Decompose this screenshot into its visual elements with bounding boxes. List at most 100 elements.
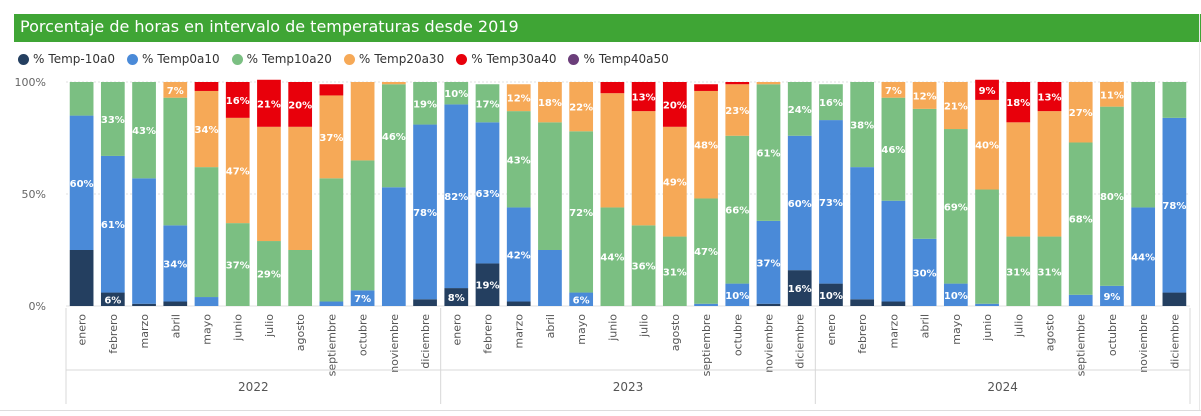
bar-segment[interactable]	[444, 288, 469, 306]
bar-segment[interactable]	[506, 84, 531, 112]
bar-segment[interactable]	[600, 82, 625, 94]
bar-segment[interactable]	[194, 82, 219, 91]
bar-segment[interactable]	[975, 189, 999, 304]
bar-segment[interactable]	[819, 283, 843, 306]
bar-segment[interactable]	[1100, 82, 1124, 107]
bar-segment[interactable]	[943, 129, 968, 284]
bar-segment[interactable]	[569, 82, 594, 132]
bar-segment[interactable]	[662, 126, 687, 237]
bar-segment[interactable]	[1037, 111, 1062, 237]
bar-segment[interactable]	[1131, 82, 1156, 208]
bar-segment[interactable]	[725, 82, 750, 85]
bar-segment[interactable]	[1068, 142, 1093, 295]
bar-segment[interactable]	[319, 301, 344, 306]
bar-segment[interactable]	[163, 82, 188, 98]
bar-segment[interactable]	[1100, 285, 1124, 306]
bar-segment[interactable]	[194, 297, 219, 306]
bar-segment[interactable]	[538, 82, 562, 123]
bar-segment[interactable]	[943, 82, 968, 130]
bar-segment[interactable]	[850, 299, 875, 306]
bar-segment[interactable]	[350, 160, 375, 291]
bar-segment[interactable]	[319, 84, 344, 96]
bar-segment[interactable]	[662, 236, 687, 306]
bar-segment[interactable]	[756, 220, 781, 304]
bar-segment[interactable]	[569, 131, 594, 293]
bar-segment[interactable]	[257, 126, 281, 242]
bar-segment[interactable]	[694, 84, 718, 91]
bar-segment[interactable]	[194, 90, 219, 168]
bar-segment[interactable]	[975, 79, 999, 100]
bar-segment[interactable]	[413, 124, 437, 300]
bar-segment[interactable]	[600, 207, 625, 306]
bar-segment[interactable]	[631, 82, 656, 112]
bar-segment[interactable]	[1162, 82, 1187, 118]
bar-segment[interactable]	[163, 301, 188, 306]
bar-segment[interactable]	[881, 82, 906, 98]
bar-segment[interactable]	[444, 82, 469, 105]
bar-segment[interactable]	[975, 99, 999, 190]
bar-segment[interactable]	[350, 290, 375, 306]
bar-segment[interactable]	[413, 299, 437, 306]
bar-segment[interactable]	[1006, 122, 1031, 237]
legend-item-temp40a50[interactable]: % Temp40a50	[568, 52, 669, 66]
bar-segment[interactable]	[819, 84, 843, 121]
bar-segment[interactable]	[69, 115, 94, 250]
legend-item-temp30a40[interactable]: % Temp30a40	[456, 52, 556, 66]
bar-segment[interactable]	[943, 283, 968, 306]
bar-segment[interactable]	[881, 97, 906, 201]
bar-segment[interactable]	[1037, 82, 1062, 112]
bar-segment[interactable]	[1100, 106, 1124, 286]
bar-segment[interactable]	[1068, 294, 1093, 306]
bar-segment[interactable]	[100, 155, 125, 293]
bar-segment[interactable]	[163, 97, 188, 226]
bar-segment[interactable]	[132, 303, 156, 306]
bar-segment[interactable]	[475, 263, 500, 306]
bar-segment[interactable]	[725, 283, 750, 306]
bar-segment[interactable]	[381, 84, 406, 188]
bar-segment[interactable]	[69, 82, 94, 116]
bar-segment[interactable]	[225, 117, 250, 224]
bar-segment[interactable]	[1037, 236, 1062, 306]
bar-segment[interactable]	[100, 292, 125, 306]
bar-segment[interactable]	[881, 301, 906, 306]
bar-segment[interactable]	[538, 250, 562, 306]
bar-segment[interactable]	[694, 198, 718, 304]
bar-segment[interactable]	[257, 79, 281, 127]
bar-segment[interactable]	[350, 82, 375, 161]
bar-segment[interactable]	[444, 104, 469, 289]
bar-segment[interactable]	[694, 303, 718, 306]
bar-segment[interactable]	[1006, 236, 1031, 306]
bar-segment[interactable]	[850, 167, 875, 300]
bar-segment[interactable]	[288, 250, 313, 306]
bar-segment[interactable]	[787, 82, 812, 136]
bar-segment[interactable]	[850, 82, 875, 168]
bar-segment[interactable]	[381, 82, 406, 85]
bar-segment[interactable]	[381, 187, 406, 306]
bar-segment[interactable]	[787, 270, 812, 306]
bar-segment[interactable]	[600, 93, 625, 208]
bar-segment[interactable]	[819, 120, 843, 284]
bar-segment[interactable]	[662, 82, 687, 127]
bar-segment[interactable]	[225, 223, 250, 306]
bar-segment[interactable]	[912, 82, 937, 109]
bar-segment[interactable]	[756, 82, 781, 85]
bar-segment[interactable]	[319, 95, 344, 179]
bar-segment[interactable]	[756, 303, 781, 306]
bar-segment[interactable]	[100, 82, 125, 156]
legend-item-temp-10a0[interactable]: % Temp-10a0	[18, 52, 115, 66]
bar-segment[interactable]	[506, 301, 531, 306]
bar-segment[interactable]	[1131, 207, 1156, 306]
bar-segment[interactable]	[475, 122, 500, 264]
bar-segment[interactable]	[288, 82, 313, 127]
bar-segment[interactable]	[538, 122, 562, 250]
legend-item-temp0a10[interactable]: % Temp0a10	[126, 52, 220, 66]
legend-item-temp10a20[interactable]: % Temp10a20	[231, 52, 332, 66]
bar-segment[interactable]	[881, 200, 906, 302]
bar-segment[interactable]	[569, 292, 594, 306]
bar-segment[interactable]	[725, 135, 750, 284]
bar-segment[interactable]	[225, 82, 250, 118]
bar-segment[interactable]	[787, 135, 812, 271]
bar-segment[interactable]	[163, 225, 188, 302]
bar-segment[interactable]	[1162, 117, 1187, 293]
bar-segment[interactable]	[475, 84, 500, 123]
